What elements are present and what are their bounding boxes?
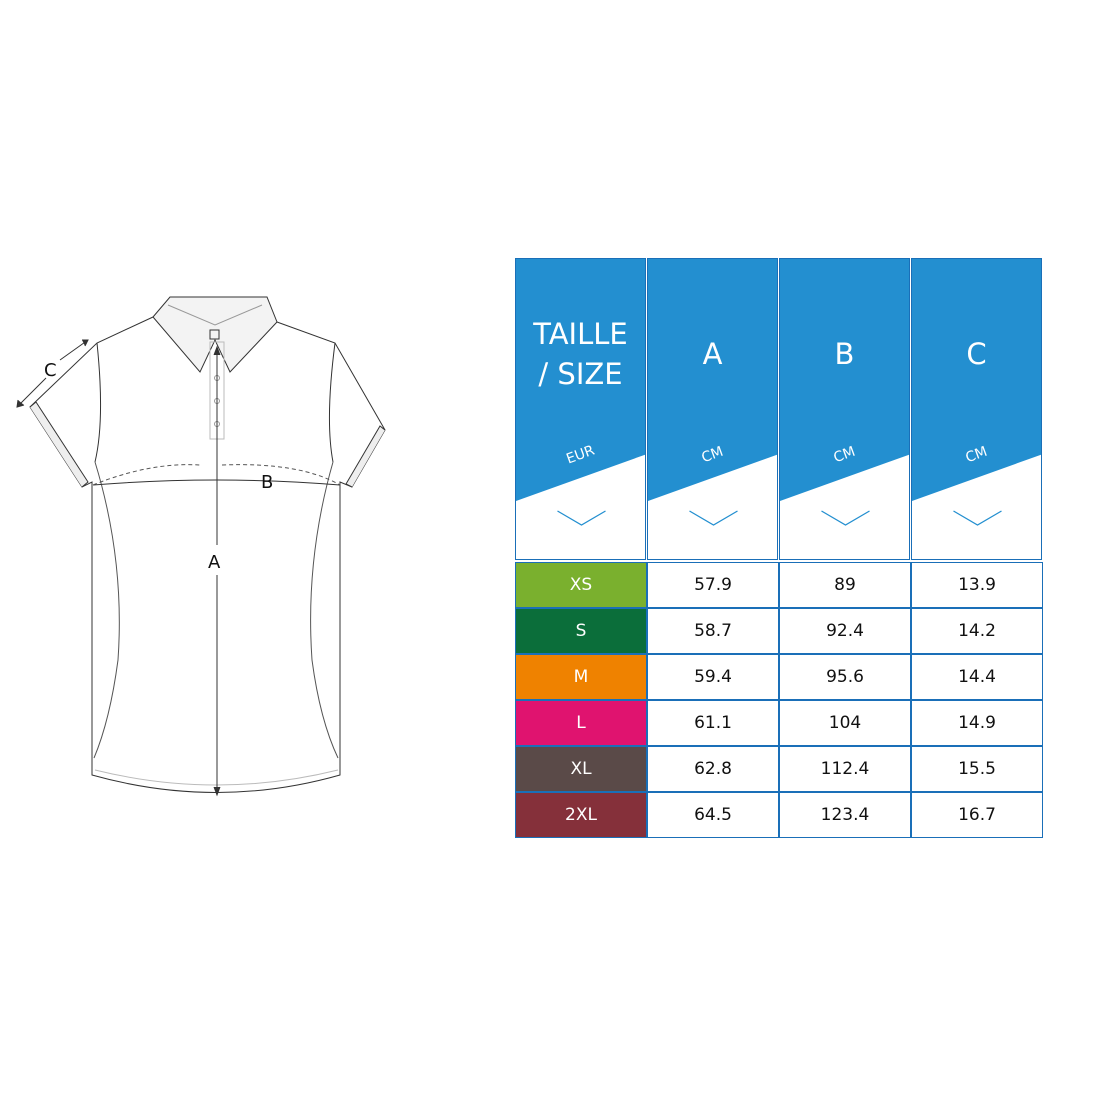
arrowhead-icon xyxy=(213,345,221,797)
measurement-c-cell: 13.9 xyxy=(911,562,1043,608)
measurement-c-cell: 15.5 xyxy=(911,746,1043,792)
side-seam-left xyxy=(93,461,120,759)
measure-c-line xyxy=(59,339,89,361)
chevron-down-icon xyxy=(953,510,1002,526)
measurement-a-cell: 62.8 xyxy=(647,746,779,792)
size-cell: XL xyxy=(515,746,647,792)
size-cell: XS xyxy=(515,562,647,608)
measurement-b-cell: 104 xyxy=(779,700,911,746)
header-title: A xyxy=(702,337,723,371)
collar xyxy=(152,296,278,373)
label-b: B xyxy=(261,472,273,493)
label-a: A xyxy=(208,552,221,573)
label-tag xyxy=(209,329,220,340)
label-c: C xyxy=(44,360,57,381)
header-title: C xyxy=(966,337,987,371)
measurement-a-cell: 58.7 xyxy=(647,608,779,654)
measurement-b-cell: 112.4 xyxy=(779,746,911,792)
header-column-a: A CM xyxy=(647,258,778,560)
chevron-down-icon xyxy=(689,510,738,526)
header-background xyxy=(516,259,645,526)
measurement-b-cell: 92.4 xyxy=(779,608,911,654)
size-cell: L xyxy=(515,700,647,746)
chevron-down-icon xyxy=(821,510,870,526)
measurement-c-cell: 14.2 xyxy=(911,608,1043,654)
polo-shirt-diagram: A B C xyxy=(16,296,386,797)
armhole-seam-left xyxy=(94,342,102,463)
measurement-b-cell: 123.4 xyxy=(779,792,911,838)
side-seam-right xyxy=(310,461,339,759)
arrowhead-icon xyxy=(16,339,89,408)
header-title-line1: TAILLE xyxy=(533,317,628,351)
collar-seam xyxy=(167,304,263,326)
measurement-b-cell: 95.6 xyxy=(779,654,911,700)
measurement-c-cell: 14.9 xyxy=(911,700,1043,746)
measurement-c-cell: 14.4 xyxy=(911,654,1043,700)
header-column-c: C CM xyxy=(911,258,1042,560)
sleeve-cuff-left xyxy=(29,401,89,488)
measurement-b-cell: 89 xyxy=(779,562,911,608)
size-cell: S xyxy=(515,608,647,654)
measurement-a-cell: 61.1 xyxy=(647,700,779,746)
header-background xyxy=(648,259,777,526)
size-cell: M xyxy=(515,654,647,700)
armhole-seam-right xyxy=(328,342,336,463)
header-column-size: TAILLE / SIZE EUR xyxy=(515,258,646,560)
measure-c-line xyxy=(16,377,47,408)
chevron-down-icon xyxy=(557,510,606,526)
header-title-line2: / SIZE xyxy=(538,357,623,391)
measurement-c-cell: 16.7 xyxy=(911,792,1043,838)
measurement-a-cell: 57.9 xyxy=(647,562,779,608)
header-column-b: B CM xyxy=(779,258,910,560)
measurement-a-cell: 59.4 xyxy=(647,654,779,700)
header-title: B xyxy=(834,337,855,371)
sleeve-cuff-right xyxy=(345,425,386,488)
header-background xyxy=(912,259,1041,526)
size-cell: 2XL xyxy=(515,792,647,838)
measurement-a-cell: 64.5 xyxy=(647,792,779,838)
header-background xyxy=(780,259,909,526)
measure-b-dashed xyxy=(92,464,341,486)
